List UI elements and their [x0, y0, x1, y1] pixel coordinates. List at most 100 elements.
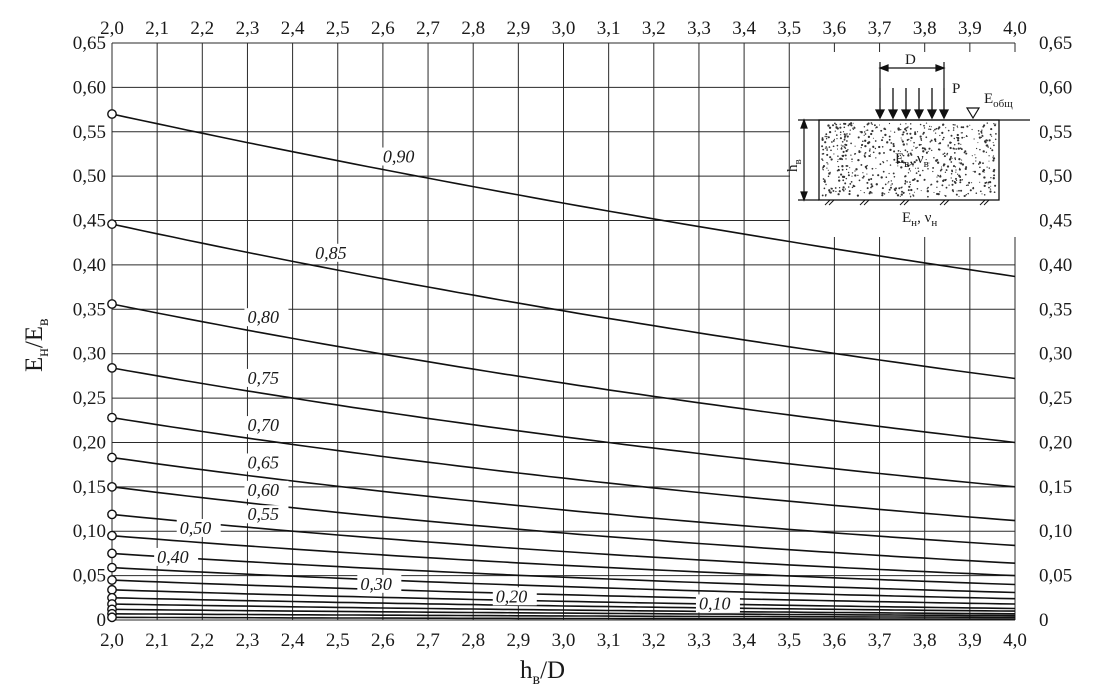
curve-line: [111, 603, 1016, 615]
curve-start-marker: [107, 481, 117, 492]
y-tick-label-right: 0,45: [1039, 211, 1072, 232]
curve-line: [111, 367, 1016, 488]
curve-start-marker: [107, 548, 117, 559]
curve-label-bg: [244, 453, 289, 472]
x-tick-label-top: 3,5: [777, 18, 801, 39]
curve-start-marker: [107, 562, 117, 573]
curve-line: [111, 616, 1015, 620]
curve-label-bg: [244, 308, 289, 327]
soil-layer: [818, 119, 1000, 201]
x-tick-label-bottom: 2,4: [281, 630, 305, 651]
hatch-base: [824, 199, 990, 206]
x-tick-label-top: 2,7: [416, 18, 440, 39]
y-tick-label-right: 0,20: [1039, 432, 1072, 453]
y-tick-label-left: 0,65: [73, 33, 106, 54]
curve-label-bg: [244, 368, 289, 387]
y-tick-label-left: 0,60: [73, 77, 106, 98]
y-tick-label-left: 0,10: [73, 521, 106, 542]
curve-start-marker: [107, 412, 117, 423]
x-tick-label-top: 2,8: [461, 18, 485, 39]
curves: [107, 109, 1016, 623]
curve-label: 0,50: [180, 518, 212, 538]
curve-label-bg: [154, 547, 199, 566]
y-tick-label-left: 0,45: [73, 211, 106, 232]
x-tick-label-bottom: 3,6: [823, 630, 847, 651]
y-axis-left-ticks: 0 0,05 0,10 0,15 0,20 0,25 0,30 0,35 0,40 0,45 0,5…: [73, 33, 106, 631]
height-dimension: [798, 118, 819, 202]
x-tick-label-bottom: 2,9: [506, 630, 530, 651]
x-tick-label-top: 4,0: [1003, 18, 1027, 39]
x-tick-label-top: 2,3: [236, 18, 260, 39]
inset-label-en: Eн, νн: [902, 210, 937, 229]
x-tick-label-top: 3,9: [958, 18, 982, 39]
x-axis-bottom-ticks: 2,0 2,1 2,2 2,3 2,4 2,5 2,6 2,7 2,8 2,9 3,0 3,1 3,2 3…: [100, 630, 1027, 651]
curve-line: [111, 486, 1016, 564]
y-axis-title: Eн/Eв: [21, 318, 52, 372]
y-tick-label-right: 0,30: [1039, 344, 1072, 365]
y-tick-label-right: 0,15: [1039, 477, 1072, 498]
curve-label: 0,80: [247, 307, 279, 327]
x-tick-label-top: 3,6: [823, 18, 847, 39]
x-tick-label-bottom: 3,3: [687, 630, 711, 651]
curve-start-marker: [107, 612, 117, 623]
curve-label: 0,75: [247, 368, 279, 388]
x-axis-top-ticks: 2,0 2,1 2,2 2,3 2,4 2,5 2,6 2,7 2,8 2,9 3,0 3,1 3,2 3…: [100, 18, 1027, 39]
y-tick-label-left: 0,15: [73, 477, 106, 498]
x-tick-label-bottom: 3,1: [597, 630, 621, 651]
x-tick-label-bottom: 2,2: [190, 630, 214, 651]
x-tick-label-top: 2,9: [506, 18, 530, 39]
curve-label: 0,70: [247, 415, 279, 435]
curve-label-bg: [244, 480, 289, 499]
x-tick-label-bottom: 3,9: [958, 630, 982, 651]
y-tick-label-right: 0,60: [1039, 77, 1072, 98]
x-tick-label-top: 3,3: [687, 18, 711, 39]
x-tick-label-bottom: 2,8: [461, 630, 485, 651]
y-tick-label-left: 0,25: [73, 388, 106, 409]
curve-start-marker: [107, 362, 117, 373]
curve-label: 0,40: [157, 547, 189, 567]
x-tick-label-bottom: 3,2: [642, 630, 666, 651]
curve-line: [111, 223, 1016, 380]
curve-line: [111, 579, 1016, 605]
curve-label: 0,30: [360, 574, 392, 594]
y-tick-label-left: 0,30: [73, 344, 106, 365]
y-tick-label-right: 0,65: [1039, 33, 1072, 54]
x-tick-label-bottom: 3,8: [913, 630, 937, 651]
x-tick-label-bottom: 4,0: [1003, 630, 1027, 651]
curve-start-marker: [107, 509, 117, 520]
y-tick-label-left: 0,05: [73, 566, 106, 587]
curve-label: 0,55: [247, 504, 279, 524]
y-tick-label-right: 0,55: [1039, 122, 1072, 143]
x-tick-label-top: 3,1: [597, 18, 621, 39]
load-arrows: [874, 88, 950, 120]
inset-label-d: D: [905, 52, 916, 68]
curve-line: [111, 416, 1016, 522]
y-tick-label-right: 0,05: [1039, 566, 1072, 587]
curve-label: 0,10: [699, 593, 731, 613]
x-axis-title: hв/D: [520, 657, 565, 688]
x-tick-label-top: 2,2: [190, 18, 214, 39]
x-tick-label-top: 3,2: [642, 18, 666, 39]
x-tick-label-top: 3,7: [868, 18, 892, 39]
x-tick-label-top: 2,0: [100, 18, 124, 39]
x-tick-label-bottom: 2,5: [326, 630, 350, 651]
curve-labels: 0,90 0,85 0,80 0,75 0,70 0,65 0,60 0,55 0,50 0,40…: [154, 147, 740, 613]
x-tick-label-top: 2,6: [371, 18, 395, 39]
curve-start-marker: [107, 575, 117, 585]
curve-line: [111, 303, 1016, 444]
y-tick-label-right: 0,25: [1039, 388, 1072, 409]
curve-label: 0,90: [383, 147, 415, 167]
y-tick-label-left: 0,55: [73, 122, 106, 143]
y-tick-label-left: 0,50: [73, 166, 106, 187]
x-tick-label-bottom: 2,3: [236, 630, 260, 651]
x-tick-label-bottom: 2,6: [371, 630, 395, 651]
curve-start-marker: [107, 299, 117, 309]
curve-line: [111, 534, 1016, 586]
width-dimension: [878, 62, 946, 88]
curve-label-bg: [357, 574, 402, 593]
curve-start-marker: [107, 452, 117, 463]
curve-label-bg: [244, 505, 289, 524]
inset-label-eobsh: Eобщ: [984, 91, 1013, 110]
curve-label: 0,85: [315, 243, 347, 263]
curve-label-bg: [695, 594, 740, 613]
